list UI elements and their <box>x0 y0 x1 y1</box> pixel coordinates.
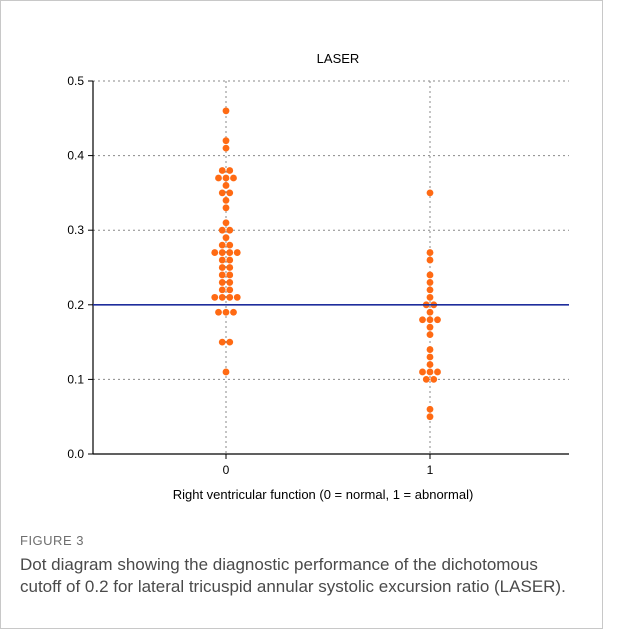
data-point <box>218 286 226 294</box>
data-point <box>226 286 234 294</box>
data-point <box>426 286 434 294</box>
data-point <box>226 189 234 197</box>
data-point <box>226 249 234 256</box>
data-point <box>226 167 234 174</box>
x-tick-label: 0 <box>223 463 230 477</box>
data-point <box>430 376 438 383</box>
data-point <box>222 234 230 242</box>
data-point <box>222 144 230 152</box>
data-point <box>230 308 237 316</box>
data-point <box>426 249 434 256</box>
data-point <box>426 279 434 286</box>
data-point <box>222 182 230 189</box>
data-point <box>233 293 241 301</box>
data-point <box>233 249 241 256</box>
data-point <box>426 323 434 331</box>
data-point <box>218 256 226 264</box>
data-point <box>222 174 230 182</box>
data-point <box>218 338 226 346</box>
y-tick-label: 0.3 <box>67 223 84 237</box>
data-point <box>226 256 234 264</box>
data-point <box>226 271 234 279</box>
y-tick-label: 0.4 <box>67 149 84 163</box>
data-point <box>426 368 434 376</box>
data-point <box>222 107 230 115</box>
data-point <box>426 316 434 324</box>
data-point <box>419 316 426 324</box>
data-point <box>426 189 434 197</box>
data-point <box>226 338 234 346</box>
data-point <box>222 368 230 376</box>
grid-lines <box>93 80 569 454</box>
data-point <box>426 308 434 316</box>
data-point <box>419 368 426 376</box>
y-tick-label: 0.1 <box>67 372 84 386</box>
data-point <box>222 137 230 145</box>
data-point <box>434 368 441 376</box>
axes <box>88 80 569 459</box>
y-tick-label: 0.5 <box>67 74 84 88</box>
data-point <box>218 293 226 301</box>
data-point <box>434 316 441 324</box>
data-point <box>215 308 222 316</box>
data-point <box>222 308 230 316</box>
data-point <box>211 293 219 301</box>
y-tick-label: 0.2 <box>67 298 84 312</box>
data-point <box>230 174 237 182</box>
data-point <box>426 271 434 279</box>
data-point <box>426 346 434 353</box>
data-point <box>218 279 226 286</box>
data-point <box>218 167 226 174</box>
data-points <box>211 107 441 421</box>
data-point <box>426 353 434 361</box>
data-point <box>426 331 434 339</box>
data-point <box>218 264 226 271</box>
data-point <box>426 405 434 413</box>
data-point <box>426 293 434 301</box>
data-point <box>426 413 434 421</box>
data-point <box>226 241 234 249</box>
data-point <box>226 264 234 271</box>
x-tick-label: 1 <box>427 463 434 477</box>
data-point <box>226 279 234 286</box>
data-point <box>218 241 226 249</box>
data-point <box>222 204 230 212</box>
data-point <box>218 226 226 234</box>
data-point <box>218 271 226 279</box>
data-point <box>222 219 230 227</box>
figure-caption: Dot diagram showing the diagnostic perfo… <box>20 555 566 596</box>
data-point <box>426 256 434 264</box>
data-point <box>226 293 234 301</box>
data-point <box>222 196 230 204</box>
data-point <box>218 189 226 197</box>
x-axis-label: Right ventricular function (0 = normal, … <box>173 487 474 502</box>
data-point <box>215 174 222 182</box>
data-point <box>211 249 219 256</box>
figure-label: FIGURE 3 <box>20 533 84 548</box>
data-point <box>422 376 430 383</box>
y-tick-labels: 0.0 0.1 0.2 0.3 0.4 0.5 <box>67 74 84 461</box>
y-tick-label: 0.0 <box>67 447 84 461</box>
chart-title: LASER <box>317 51 360 66</box>
data-point <box>426 361 434 368</box>
data-point <box>226 226 234 234</box>
data-point <box>218 249 226 256</box>
